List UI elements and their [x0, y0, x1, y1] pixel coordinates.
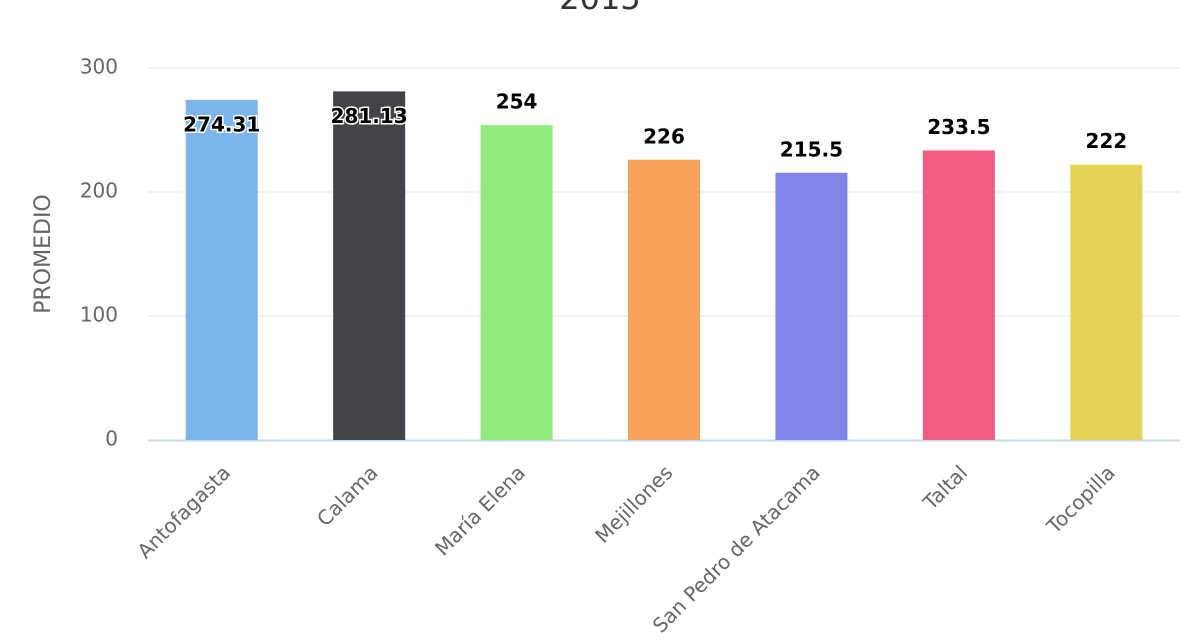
bar: [480, 125, 553, 440]
y-tick-label: 200: [80, 179, 118, 203]
data-label: 254: [496, 90, 538, 114]
chart-title: 2015: [559, 0, 640, 17]
y-tick-label: 300: [80, 55, 118, 79]
data-label: 226: [643, 124, 685, 148]
y-tick-label: 0: [105, 427, 118, 451]
y-axis-label: PROMEDIO: [31, 194, 56, 314]
bar: [922, 150, 995, 440]
data-label: 281.13: [331, 104, 408, 128]
x-tick-label: Calama: [312, 460, 383, 531]
x-tick-label: Mejillones: [590, 460, 677, 547]
data-label: 233.5: [927, 115, 990, 139]
x-tick-label: Taltal: [918, 460, 973, 515]
x-tick-label: María Elena: [430, 460, 530, 560]
bar: [185, 99, 258, 441]
x-tick-label: San Pedro de Atacama: [648, 460, 825, 637]
bar: [1070, 164, 1143, 440]
data-label: 222: [1085, 129, 1127, 153]
data-label: 215.5: [780, 137, 843, 161]
x-tick-label: Tocopilla: [1041, 460, 1119, 538]
y-tick-label: 100: [80, 303, 118, 327]
data-label: 274.31: [183, 112, 260, 136]
bar: [775, 172, 848, 440]
bar: [333, 91, 406, 440]
bar: [628, 159, 700, 440]
x-tick-label: Antofagasta: [132, 460, 235, 563]
